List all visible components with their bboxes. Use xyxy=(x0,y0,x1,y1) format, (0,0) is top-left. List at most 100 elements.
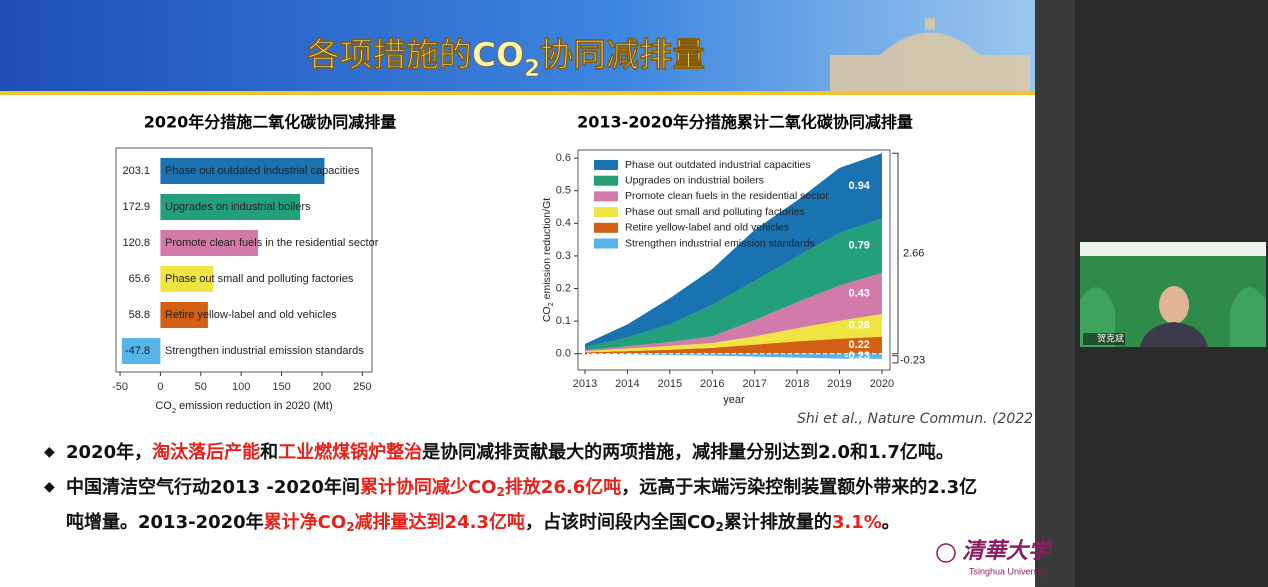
legend-label: Promote clean fuels in the residential s… xyxy=(625,190,829,202)
text-run: 2 xyxy=(715,520,724,534)
text-run: 淘汰落后产能 xyxy=(152,442,261,463)
area xyxy=(584,218,882,351)
text-run: ，远高于末端污染控制装置额外带来的2.3亿吨增量。2013-2020年 xyxy=(66,477,978,533)
legend-label: Retire yellow-label and old vehicles xyxy=(625,222,789,234)
y-tick-label: 0.6 xyxy=(556,152,571,164)
text-run: 累计排放量的 xyxy=(723,512,832,533)
area xyxy=(584,313,882,353)
text-run: 是协同减排贡献最大的两项措施，减排量分别达到2.0和1.7亿吨。 xyxy=(422,442,954,463)
segment-label: -0.23 xyxy=(845,350,870,362)
building xyxy=(830,18,1030,91)
legend-swatch xyxy=(594,238,618,249)
text-run: 2 xyxy=(496,485,505,499)
category-label: Phase out small and polluting factories xyxy=(165,273,354,285)
value-label: 65.6 xyxy=(129,273,150,285)
text-run: 减排量达到24.3亿吨 xyxy=(354,512,525,533)
text-run: 累计净CO xyxy=(263,512,347,533)
x-tick-label: 2017 xyxy=(742,378,766,390)
text-run: emission reduction/Gt xyxy=(541,198,553,303)
text-run: 2020年， xyxy=(66,442,153,463)
bullet: 2020年，淘汰落后产能和工业燃煤锅炉整治是协同减排贡献最大的两项措施，减排量分… xyxy=(44,435,984,470)
segment-label: 0.94 xyxy=(849,180,871,192)
area xyxy=(584,153,882,348)
text-run: 3.1% xyxy=(831,512,882,533)
value-label: 172.9 xyxy=(122,201,150,213)
legend-label: Strengthen industrial emission standards xyxy=(625,237,815,249)
x-tick-label: 2019 xyxy=(827,378,851,390)
slide-title: 各项措施的CO2协同减排量 xyxy=(306,35,705,82)
x-tick-label: 2018 xyxy=(785,378,809,390)
bracket xyxy=(892,355,899,364)
y-tick-label: 0.4 xyxy=(556,217,571,229)
area xyxy=(584,353,882,359)
x-tick-label: -50 xyxy=(112,381,128,393)
legend-label: Upgrades on industrial boilers xyxy=(625,174,764,186)
segment-label: 0.28 xyxy=(849,319,870,331)
banner-stripe xyxy=(0,91,1035,95)
legend-swatch xyxy=(594,191,618,202)
category-label: Promote clean fuels in the residential s… xyxy=(165,237,379,249)
text-run: 2 xyxy=(524,56,540,82)
category-label: Strengthen industrial emission standards xyxy=(165,345,364,357)
bullet: 中国清洁空气行动2013 -2020年间累计协同减少CO2排放26.6亿吨，远高… xyxy=(44,470,984,540)
x-tick-label: 2020 xyxy=(870,378,894,390)
segment-label: 0.79 xyxy=(849,240,870,252)
x-tick-label: 2013 xyxy=(573,378,597,390)
legend-label: Phase out small and polluting factories xyxy=(625,206,805,218)
legend-swatch xyxy=(594,222,618,233)
area xyxy=(584,336,882,354)
y-tick-label: 0.2 xyxy=(556,282,571,294)
x-tick-label: 0 xyxy=(157,381,163,393)
bar xyxy=(160,158,325,184)
bar xyxy=(160,194,301,220)
chart-title: 2013-2020年分措施累计二氧化碳协同减排量 xyxy=(577,113,913,132)
x-axis-label: year xyxy=(723,394,745,406)
plot-frame xyxy=(115,147,373,373)
text-run: 累计协同减少CO xyxy=(359,477,497,498)
x-tick-label: 150 xyxy=(272,381,290,393)
chart-title: 2020年分措施二氧化碳协同减排量 xyxy=(144,113,397,132)
text-run: 和 xyxy=(260,442,279,463)
y-tick-label: 0.5 xyxy=(556,185,571,197)
text-run: CO xyxy=(541,306,553,322)
x-tick-label: 2016 xyxy=(700,378,724,390)
x-tick-label: 250 xyxy=(353,381,371,393)
text-run: CO xyxy=(155,400,172,412)
text-run: 协同减排量 xyxy=(540,35,705,74)
area xyxy=(584,272,882,352)
legend-swatch xyxy=(594,175,618,186)
bracket xyxy=(892,152,899,355)
y-tick-label: 0.3 xyxy=(556,250,571,262)
text-run: 2 xyxy=(172,406,176,415)
text-run: 各项措施的CO xyxy=(306,35,524,74)
category-label: Phase out outdated industrial capacities xyxy=(165,165,360,177)
bracket-label: 2.66 xyxy=(903,247,924,259)
participant-name: 贺克斌 xyxy=(1097,332,1124,343)
legend-swatch xyxy=(594,160,618,170)
bullet-list: 2020年，淘汰落后产能和工业燃煤锅炉整治是协同减排贡献最大的两项措施，减排量分… xyxy=(44,435,984,540)
segment-label: 0.22 xyxy=(849,339,870,351)
bar xyxy=(160,302,208,328)
x-tick-label: 200 xyxy=(313,381,331,393)
bar xyxy=(160,266,214,292)
side-strip xyxy=(1035,0,1075,587)
text-run: 。 xyxy=(881,512,900,533)
text-run: 2 xyxy=(546,302,555,306)
value-label: 120.8 xyxy=(122,237,150,249)
x-tick-label: 2015 xyxy=(658,378,682,390)
text-run: 工业燃煤锅炉整治 xyxy=(278,442,423,463)
logo-english: Tsinghua University xyxy=(969,566,1048,576)
legend-swatch xyxy=(594,207,618,218)
video-tile: 贺克斌 xyxy=(1080,242,1266,347)
y-tick-label: 0.0 xyxy=(556,348,571,360)
bar xyxy=(160,230,258,256)
value-label: 203.1 xyxy=(122,165,150,177)
y-axis-label: CO2 emission reduction/Gt xyxy=(541,198,556,322)
text-run: 2 xyxy=(346,520,355,534)
bar xyxy=(121,338,161,364)
text-run: 排放26.6亿吨 xyxy=(504,477,622,498)
text-run: emission reduction in 2020 (Mt) xyxy=(176,400,333,412)
legend-label: Phase out outdated industrial capacities xyxy=(625,159,811,171)
category-label: Retire yellow-label and old vehicles xyxy=(165,309,337,321)
